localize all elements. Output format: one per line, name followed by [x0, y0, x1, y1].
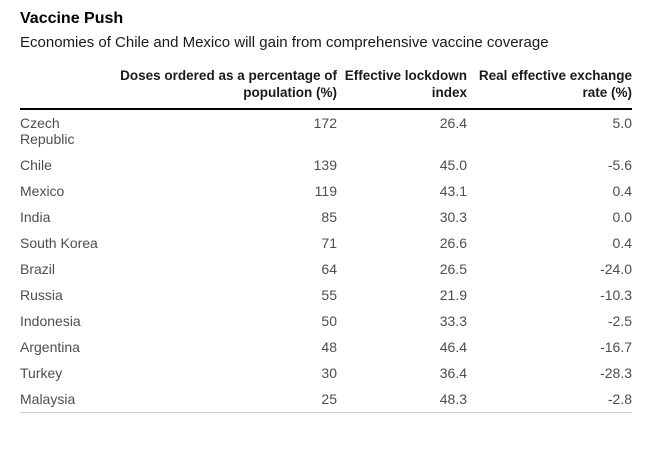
cell-fx: -24.0 — [600, 261, 632, 277]
cell-fx: 0.4 — [612, 183, 632, 199]
column-header-country — [20, 67, 110, 110]
table-row: Malaysia 25 48.3 -2.8 — [20, 386, 632, 413]
cell-country: Argentina — [20, 339, 80, 355]
cell-country: South Korea — [20, 235, 98, 251]
table-row: Indonesia 50 33.3 -2.5 — [20, 308, 632, 334]
cell-doses: 50 — [321, 313, 337, 329]
cell-country: Mexico — [20, 183, 65, 199]
cell-doses: 119 — [314, 183, 337, 199]
cell-fx: 5.0 — [612, 115, 632, 131]
cell-doses: 30 — [321, 365, 337, 381]
cell-doses: 55 — [321, 287, 337, 303]
cell-lockdown: 26.4 — [439, 115, 467, 131]
cell-lockdown: 21.9 — [439, 287, 467, 303]
cell-lockdown: 48.3 — [337, 386, 467, 413]
cell-doses: 71 — [321, 235, 337, 251]
cell-doses: 139 — [313, 157, 337, 173]
cell-fx: -10.3 — [600, 287, 632, 303]
cell-country: Malaysia — [20, 386, 110, 413]
cell-fx: 0.0 — [612, 209, 632, 225]
cell-doses: 48 — [321, 339, 337, 355]
cell-country: Chile — [20, 157, 52, 173]
cell-country: India — [20, 209, 51, 225]
data-table: Doses ordered as a percentage of populat… — [20, 67, 632, 413]
cell-fx: -5.6 — [607, 157, 632, 173]
table-body: Czech Republic 172 26.4 5.0 Chile 139 45… — [20, 109, 632, 413]
table-row: Czech Republic 172 26.4 5.0 — [20, 109, 632, 152]
cell-doses: 85 — [321, 209, 337, 225]
cell-lockdown: 45.0 — [439, 157, 467, 173]
cell-country: Czech Republic — [20, 115, 75, 147]
cell-lockdown: 30.3 — [439, 209, 467, 225]
table-row: Chile 139 45.0 -5.6 — [20, 152, 632, 178]
cell-country: Russia — [20, 287, 63, 303]
table-row: Mexico 119 43.1 0.4 — [20, 178, 632, 204]
cell-country: Indonesia — [20, 313, 81, 329]
table-row: India 85 30.3 0.0 — [20, 204, 632, 230]
cell-fx: -28.3 — [600, 365, 632, 381]
page-root: Vaccine Push Economies of Chile and Mexi… — [20, 10, 632, 413]
cell-lockdown: 36.4 — [439, 365, 467, 381]
page-title: Vaccine Push — [20, 10, 124, 27]
column-header-doses: Doses ordered as a percentage of populat… — [110, 67, 337, 110]
cell-fx: -16.7 — [600, 339, 632, 355]
cell-fx: -2.5 — [607, 313, 632, 329]
cell-lockdown: 46.4 — [439, 339, 467, 355]
table-row: Brazil 64 26.5 -24.0 — [20, 256, 632, 282]
cell-fx: -2.8 — [467, 386, 632, 413]
table-header: Doses ordered as a percentage of populat… — [20, 67, 632, 110]
page-subtitle: Economies of Chile and Mexico will gain … — [20, 34, 549, 51]
cell-fx: 0.4 — [612, 235, 632, 251]
cell-doses: 64 — [321, 261, 337, 277]
table-row: Argentina 48 46.4 -16.7 — [20, 334, 632, 360]
cell-country: Turkey — [20, 365, 63, 381]
column-header-fx: Real effective exchange rate (%) — [467, 67, 632, 110]
cell-country: Brazil — [20, 261, 56, 277]
table-row: South Korea 71 26.6 0.4 — [20, 230, 632, 256]
table-row: Russia 55 21.9 -10.3 — [20, 282, 632, 308]
table-row: Turkey 30 36.4 -28.3 — [20, 360, 632, 386]
column-header-lockdown: Effective lockdown index — [337, 67, 467, 110]
cell-doses: 25 — [110, 386, 337, 413]
cell-lockdown: 26.5 — [439, 261, 467, 277]
cell-lockdown: 26.6 — [439, 235, 467, 251]
cell-lockdown: 33.3 — [439, 313, 467, 329]
cell-lockdown: 43.1 — [439, 183, 467, 199]
cell-doses: 172 — [313, 115, 337, 131]
